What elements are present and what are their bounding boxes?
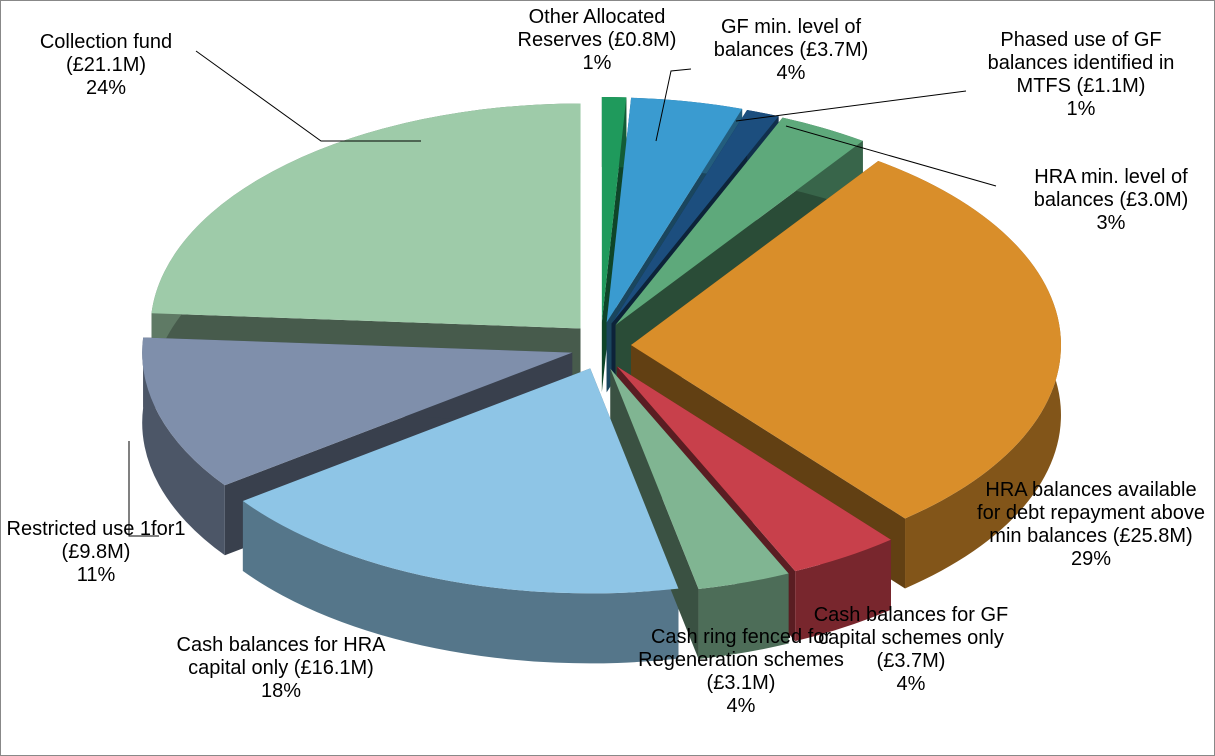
slice-label: Cash balances for HRA capital only (£16.… bbox=[146, 634, 416, 703]
label-percent: 11% bbox=[76, 564, 116, 586]
label-amount: (£3.1M) bbox=[706, 672, 776, 694]
slice bbox=[615, 117, 863, 326]
label-percent: 29% bbox=[1070, 548, 1112, 570]
label-name: Other Allocated Reserves bbox=[517, 6, 666, 51]
slice-label: Restricted use 1for1 (£9.8M) 11% bbox=[6, 518, 186, 587]
slice bbox=[610, 368, 789, 590]
leader-line bbox=[195, 50, 421, 142]
slice-label: Phased use of GF balances identified in … bbox=[966, 29, 1196, 121]
label-percent: 1% bbox=[582, 52, 612, 74]
slice-side bbox=[242, 501, 679, 664]
label-amount: (£9.8M) bbox=[61, 541, 131, 563]
slice bbox=[611, 109, 779, 324]
slice bbox=[151, 103, 581, 329]
slice-label: HRA balances available for debt repaymen… bbox=[971, 479, 1211, 571]
slice-label: HRA min. level of balances (£3.0M) 3% bbox=[1001, 166, 1214, 235]
label-amount: (£1.1M) bbox=[1076, 75, 1146, 97]
label-name: HRA min. level of balances bbox=[1033, 166, 1188, 211]
label-amount: (£25.8M) bbox=[1112, 525, 1193, 547]
slice-side bbox=[698, 573, 789, 660]
leader-lines bbox=[128, 50, 997, 537]
label-name: Phased use of GF balances identified in … bbox=[987, 29, 1175, 97]
leader-line bbox=[785, 125, 997, 187]
slice-label: Collection fund (£21.1M) 24% bbox=[6, 31, 206, 100]
label-amount: (£3.7M) bbox=[799, 39, 869, 61]
label-amount: (£3.7M) bbox=[876, 650, 946, 672]
label-amount: (£16.1M) bbox=[293, 657, 374, 679]
label-percent: 4% bbox=[896, 673, 926, 695]
slice-label: Other Allocated Reserves (£0.8M) 1% bbox=[502, 6, 692, 75]
label-name: HRA balances available for debt repaymen… bbox=[977, 479, 1205, 547]
slice-side bbox=[142, 337, 225, 556]
label-name: Cash balances for GF capital schemes onl… bbox=[813, 604, 1009, 649]
label-amount: (£21.1M) bbox=[65, 54, 147, 76]
label-amount: (£0.8M) bbox=[607, 29, 677, 51]
slice bbox=[630, 160, 1061, 519]
label-name: Cash ring fenced for Regeneration scheme… bbox=[638, 626, 844, 671]
slice bbox=[616, 366, 891, 572]
label-percent: 1% bbox=[1066, 98, 1096, 120]
slice bbox=[242, 368, 679, 594]
slice-label: Cash ring fenced for Regeneration scheme… bbox=[621, 626, 861, 718]
slice-side bbox=[795, 539, 891, 642]
leader-line bbox=[655, 68, 692, 142]
slice bbox=[606, 97, 743, 323]
label-name: GF min. level of balances bbox=[713, 16, 862, 61]
slice bbox=[142, 337, 573, 486]
label-percent: 24% bbox=[85, 77, 127, 99]
slice-label: Cash balances for GF capital schemes onl… bbox=[811, 604, 1011, 696]
label-name: Collection fund bbox=[39, 31, 173, 53]
label-name: Restricted use 1for1 bbox=[6, 518, 186, 540]
label-name: Cash balances for HRA capital only bbox=[176, 634, 386, 679]
slice-label: GF min. level of balances (£3.7M) 4% bbox=[696, 16, 886, 85]
label-percent: 3% bbox=[1096, 212, 1126, 234]
label-amount: (£3.0M) bbox=[1119, 189, 1189, 211]
label-percent: 4% bbox=[726, 695, 756, 717]
leader-line bbox=[128, 441, 159, 537]
leader-line bbox=[735, 90, 967, 122]
label-percent: 18% bbox=[260, 680, 302, 702]
label-percent: 4% bbox=[776, 62, 806, 84]
slice bbox=[601, 97, 627, 323]
